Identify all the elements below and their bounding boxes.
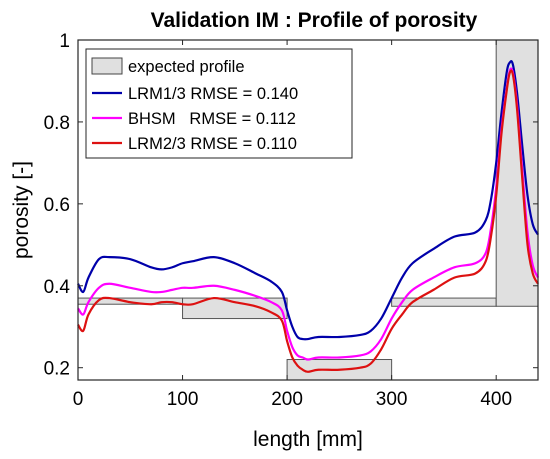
axes-box (77, 39, 539, 381)
x-axis-label: length [mm] (253, 428, 363, 451)
y-tick-label: 0.2 (44, 359, 70, 380)
legend-label-expected-profile: expected profile (128, 58, 245, 76)
y-tick-label: 0.8 (44, 113, 70, 134)
y-axis-label: porosity [-] (10, 161, 33, 259)
legend-label-lrm23: LRM2/3 RMSE = 0.110 (128, 135, 297, 153)
y-tick-label: 1 (59, 31, 70, 52)
chart-title: Validation IM : Profile of porosity (151, 9, 478, 32)
series-layer (77, 60, 540, 373)
expected-profile-layer (77, 39, 539, 381)
x-tick-label: 200 (271, 389, 303, 410)
series-line-1 (77, 60, 539, 341)
x-tick-label: 0 (73, 389, 84, 410)
legend-label-bhsm: BHSM RMSE = 0.112 (128, 110, 296, 128)
x-tick-label: 100 (167, 389, 199, 410)
ticks-layer: 0 100 200 300 400 0.2 0.4 0.6 0.8 1 (44, 31, 538, 410)
legend: expected profile LRM1/3 RMSE = 0.140 BHS… (85, 48, 353, 159)
legend-box (85, 48, 353, 159)
expected-profile-segment (391, 297, 497, 307)
x-tick-label: 400 (480, 389, 512, 410)
legend-label-lrm13: LRM1/3 RMSE = 0.140 (128, 85, 298, 103)
x-tick-label: 300 (376, 389, 408, 410)
series-line-3 (77, 69, 539, 373)
y-tick-label: 0.4 (44, 277, 71, 298)
legend-swatch-expected-profile (91, 57, 123, 75)
y-tick-label: 0.6 (44, 195, 70, 216)
